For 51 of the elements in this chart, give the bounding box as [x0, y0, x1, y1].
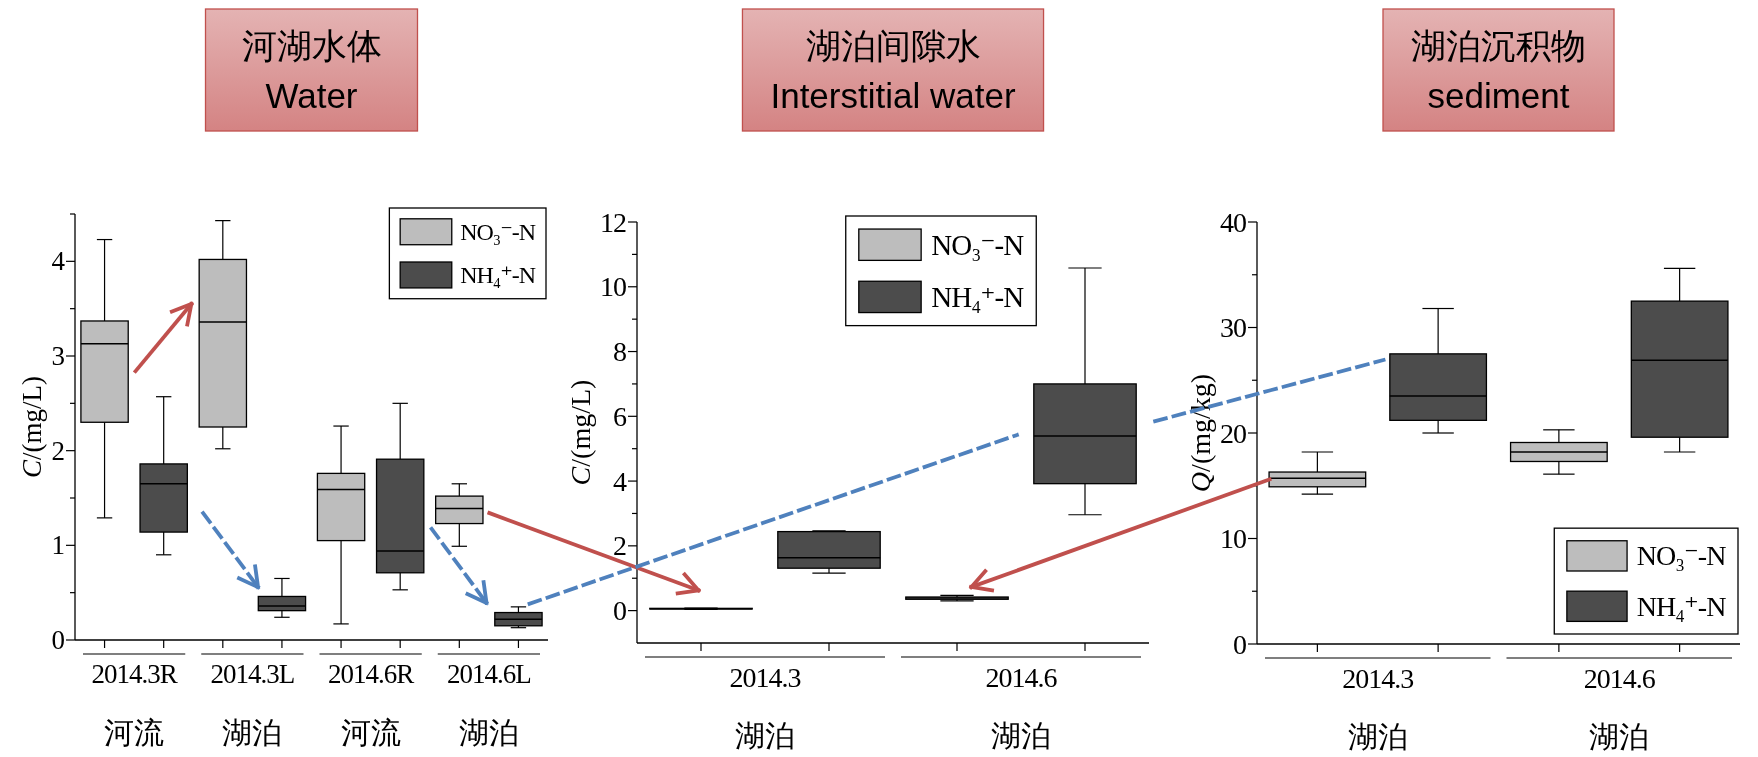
y-tick-label: 6: [613, 400, 627, 432]
legend-label: NO₃⁻-N: [460, 218, 536, 245]
x-tick-label: 2014.6: [1583, 662, 1656, 694]
y-tick-label: 8: [613, 336, 626, 368]
y-tick-label: 1: [51, 530, 64, 561]
y-tick-label: 30: [1220, 312, 1246, 343]
chart-title: 湖泊沉积物: [1411, 25, 1586, 65]
text: 湖泊: [735, 718, 795, 752]
text: 湖泊: [1347, 719, 1408, 753]
text: 湖泊: [458, 715, 519, 749]
legend-label: NO₃⁻-N: [931, 228, 1025, 261]
x-tick-label: 2014.3: [729, 661, 801, 693]
text: 湖泊: [1589, 719, 1650, 753]
x-tick-label: 2014.6: [985, 661, 1058, 693]
text: 湖泊: [222, 715, 283, 749]
y-tick-label: 0: [613, 595, 626, 627]
text: 湖泊: [991, 718, 1051, 752]
title-box: 湖泊沉积物 sediment: [1382, 8, 1615, 132]
y-tick-label: 20: [1220, 417, 1246, 449]
y-tick-label: 40: [1220, 206, 1246, 238]
legend-label: NH₄⁺-N: [460, 261, 536, 288]
chart-title: 湖泊间隙水: [805, 25, 981, 65]
y-tick-label: 2: [613, 530, 626, 562]
legend-label: NH₄⁺-N: [931, 280, 1025, 313]
chart-subtitle: Interstitial water: [770, 75, 1016, 115]
x-tick-label: 2014.6L: [447, 659, 531, 689]
text: 河流: [104, 715, 165, 749]
x-tick-label: 2014.6R: [327, 659, 415, 689]
title-box: 湖泊间隙水 Interstitial water: [741, 8, 1045, 132]
y-tick-label: 3: [51, 341, 65, 371]
y-tick-label: 4: [613, 465, 627, 497]
y-tick-label: 10: [1220, 523, 1246, 554]
y-axis-title: Q/(mg/kg): [1184, 373, 1216, 493]
y-tick-label: 10: [600, 271, 626, 303]
y-tick-label: 4: [51, 246, 66, 277]
chart-subtitle: Water: [265, 75, 358, 115]
y-tick-label: 0: [51, 625, 65, 655]
y-tick-label: 2: [51, 435, 65, 466]
y-tick-label: 0: [1233, 628, 1246, 660]
y-tick-label: 12: [600, 206, 626, 238]
legend-label: NH₄⁺-N: [1636, 590, 1727, 622]
chart-title: 河湖水体: [241, 25, 382, 65]
y-axis-title: C/(mg/L): [16, 376, 47, 478]
title-box: 河湖水体 Water: [204, 8, 419, 132]
chart-subtitle: sediment: [1427, 75, 1570, 115]
legend-label: NO₃⁻-N: [1636, 540, 1727, 572]
x-tick-label: 2014.3L: [210, 659, 295, 689]
text: 河流: [340, 715, 401, 749]
x-tick-label: 2014.3: [1342, 662, 1414, 694]
y-axis-title: C/(mg/L): [564, 379, 596, 486]
x-tick-label: 2014.3R: [91, 659, 178, 689]
